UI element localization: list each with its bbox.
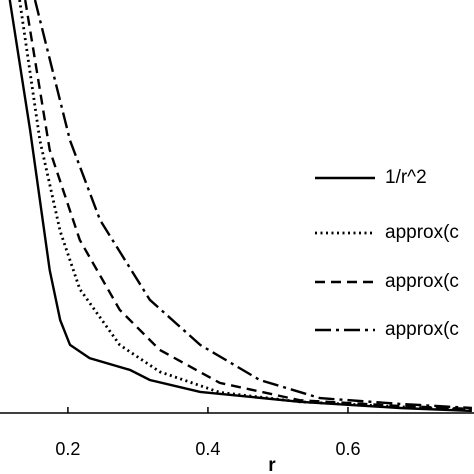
x-tick-label: 0.4	[195, 439, 220, 459]
series-line	[18, 0, 472, 412]
x-tick-label: 0.6	[335, 439, 360, 459]
legend-label: approx(c	[385, 222, 459, 243]
x-tick-label: 0.2	[55, 439, 80, 459]
series-line	[8, 0, 472, 413]
legend-label: 1/r^2	[385, 167, 427, 188]
legend-label: approx(c	[385, 319, 459, 340]
x-axis-label: r	[268, 455, 276, 474]
series-line	[24, 0, 472, 411]
series-line	[33, 0, 472, 410]
legend-label: approx(c	[385, 271, 459, 292]
